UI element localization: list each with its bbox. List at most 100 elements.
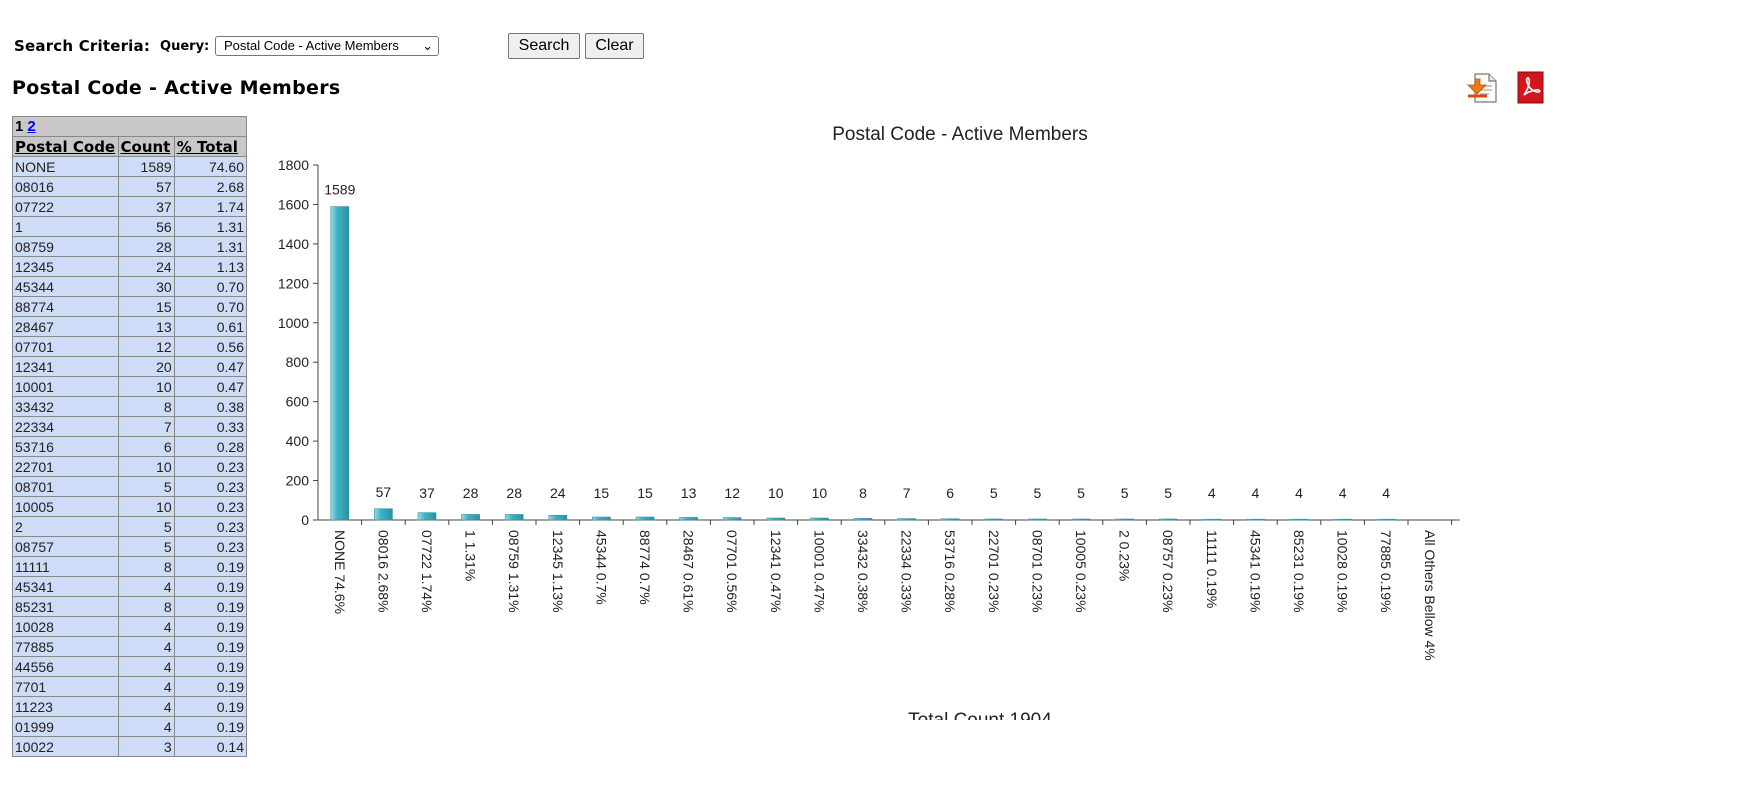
bar[interactable] bbox=[810, 517, 829, 521]
x-tick-label: 22334 0.33% bbox=[899, 530, 915, 613]
count-cell: 5 bbox=[117, 476, 175, 497]
table-row: 11223 4 0.19 bbox=[12, 696, 248, 717]
bar-value-label: 28 bbox=[463, 485, 479, 501]
page-link-2[interactable]: 2 bbox=[27, 118, 36, 135]
table-row: 08757 5 0.23 bbox=[12, 536, 248, 557]
table-row: 22701 10 0.23 bbox=[12, 456, 248, 477]
count-cell: 12 bbox=[117, 336, 175, 357]
postal-code-cell: 2 bbox=[12, 516, 119, 537]
count-cell: 5 bbox=[117, 516, 175, 537]
bar[interactable] bbox=[1333, 518, 1352, 521]
bar-value-label: 10 bbox=[812, 485, 828, 501]
count-cell: 24 bbox=[117, 256, 175, 277]
postal-code-cell: 85231 bbox=[12, 596, 119, 617]
y-tick-label: 1200 bbox=[278, 275, 309, 291]
postal-code-cell: NONE bbox=[12, 156, 119, 177]
postal-code-cell: 28467 bbox=[12, 316, 119, 337]
percent-cell: 0.19 bbox=[173, 596, 248, 617]
bar-value-label: 4 bbox=[1382, 485, 1390, 501]
bar[interactable] bbox=[766, 517, 786, 521]
bar[interactable] bbox=[984, 518, 1004, 521]
search-button[interactable]: Search bbox=[508, 33, 580, 59]
bar[interactable] bbox=[1071, 518, 1091, 521]
chart-axes: 0 200 400 600 800 1000 1200 1400 1600 1800 bbox=[278, 157, 1460, 528]
table-row: 44556 4 0.19 bbox=[12, 656, 248, 677]
query-label: Query: bbox=[160, 38, 210, 54]
column-header-postal-code[interactable]: Postal Code bbox=[12, 136, 119, 157]
table-row: 85231 8 0.19 bbox=[12, 596, 248, 617]
bar-value-label: 37 bbox=[419, 485, 435, 501]
postal-code-cell: 01999 bbox=[12, 716, 119, 737]
table-row: 1 56 1.31 bbox=[12, 216, 248, 237]
percent-cell: 0.19 bbox=[173, 676, 248, 697]
count-cell: 4 bbox=[117, 656, 175, 677]
postal-code-cell: 07701 bbox=[12, 336, 119, 357]
count-cell: 8 bbox=[117, 596, 175, 617]
table-row: 7701 4 0.19 bbox=[12, 676, 248, 697]
percent-cell: 74.60 bbox=[173, 156, 248, 177]
y-tick-label: 1000 bbox=[278, 315, 309, 331]
x-tick-label: 08701 0.23% bbox=[1029, 530, 1045, 613]
bar[interactable] bbox=[1158, 518, 1178, 521]
x-tick-label: 45341 0.19% bbox=[1247, 530, 1263, 613]
bar[interactable] bbox=[1202, 518, 1222, 521]
bar[interactable] bbox=[1246, 518, 1265, 521]
percent-cell: 2.68 bbox=[173, 176, 248, 197]
percent-cell: 0.23 bbox=[173, 516, 248, 537]
x-tick-label: 45344 0.7% bbox=[593, 530, 609, 605]
bar[interactable] bbox=[940, 518, 960, 521]
postal-code-cell: 08701 bbox=[12, 476, 119, 497]
x-tick-label: 08016 2.68% bbox=[375, 530, 391, 613]
postal-code-cell: 22334 bbox=[12, 416, 119, 437]
bar-value-label: 6 bbox=[946, 485, 954, 501]
count-cell: 4 bbox=[117, 576, 175, 597]
postal-code-cell: 88774 bbox=[12, 296, 119, 317]
table-row: 07722 37 1.74 bbox=[12, 196, 248, 217]
y-tick-label: 1400 bbox=[278, 236, 309, 252]
percent-cell: 0.19 bbox=[173, 576, 248, 597]
percent-cell: 0.47 bbox=[173, 376, 248, 397]
column-header-count[interactable]: Count bbox=[117, 136, 175, 157]
bar[interactable] bbox=[330, 206, 350, 521]
bar[interactable] bbox=[635, 516, 655, 521]
x-tick-label: 2 0.23% bbox=[1117, 530, 1133, 581]
download-doc-icon[interactable] bbox=[1465, 69, 1503, 107]
x-tick-label: 10005 0.23% bbox=[1073, 530, 1089, 613]
bar[interactable] bbox=[504, 514, 524, 521]
bar[interactable] bbox=[853, 518, 873, 521]
bar[interactable] bbox=[374, 508, 393, 521]
table-row: 28467 13 0.61 bbox=[12, 316, 248, 337]
bar[interactable] bbox=[417, 512, 437, 521]
query-select[interactable]: Postal Code - Active Members ⌄ bbox=[215, 36, 439, 56]
bar[interactable] bbox=[1115, 518, 1134, 521]
bar[interactable] bbox=[548, 514, 568, 521]
bar[interactable] bbox=[1376, 518, 1396, 521]
percent-cell: 0.19 bbox=[173, 616, 248, 637]
count-cell: 3 bbox=[117, 736, 175, 757]
table-row: 10028 4 0.19 bbox=[12, 616, 248, 637]
clear-button[interactable]: Clear bbox=[585, 33, 644, 59]
table-row: 2 5 0.23 bbox=[12, 516, 248, 537]
table-body: NONE 1589 74.60 08016 57 2.68 07722 37 1.74 1 56 1.… bbox=[12, 156, 248, 757]
bar[interactable] bbox=[679, 517, 698, 521]
bar[interactable] bbox=[461, 514, 480, 521]
bar[interactable] bbox=[1028, 518, 1047, 521]
bar[interactable] bbox=[897, 518, 916, 521]
x-tick-label: 28467 0.61% bbox=[681, 530, 697, 613]
count-cell: 6 bbox=[117, 436, 175, 457]
chart-x-axis-label: Total Count 1904 bbox=[908, 710, 1052, 720]
y-tick-label: 800 bbox=[286, 354, 310, 370]
column-header-percent-total[interactable]: % Total bbox=[173, 136, 248, 157]
table-row: 01999 4 0.19 bbox=[12, 716, 248, 737]
table-row: 53716 6 0.28 bbox=[12, 436, 248, 457]
pdf-icon[interactable] bbox=[1511, 69, 1549, 107]
percent-cell: 0.70 bbox=[173, 296, 248, 317]
bar[interactable] bbox=[1289, 518, 1309, 521]
percent-cell: 0.70 bbox=[173, 276, 248, 297]
bar[interactable] bbox=[722, 517, 742, 521]
postal-code-cell: 08757 bbox=[12, 536, 119, 557]
postal-code-cell: 10005 bbox=[12, 496, 119, 517]
chart-title: Postal Code - Active Members bbox=[832, 124, 1088, 145]
bar[interactable] bbox=[592, 516, 611, 521]
